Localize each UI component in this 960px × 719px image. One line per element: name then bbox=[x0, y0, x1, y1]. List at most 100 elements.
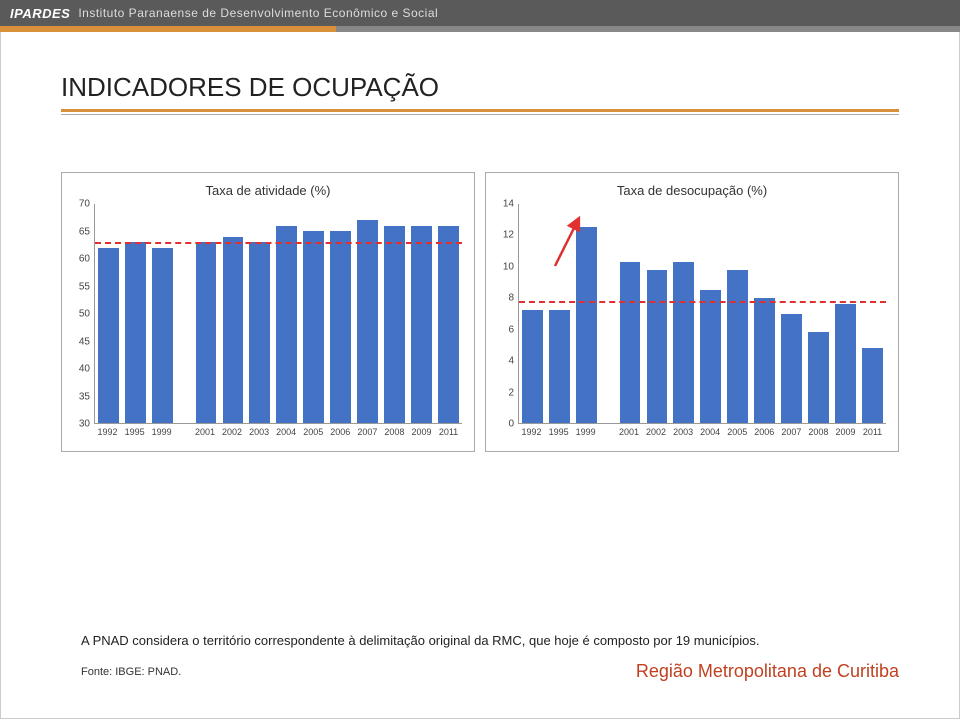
bar-slot bbox=[600, 204, 616, 423]
bar-slot bbox=[697, 204, 724, 423]
bar-slot bbox=[122, 204, 149, 423]
y-tick-label: 2 bbox=[494, 387, 514, 398]
bar bbox=[249, 242, 269, 423]
x-tick-label: 2011 bbox=[859, 424, 886, 437]
x-tick-label: 2003 bbox=[670, 424, 697, 437]
bar bbox=[196, 242, 216, 423]
bar bbox=[522, 310, 542, 423]
bar bbox=[549, 310, 569, 423]
y-tick-label: 70 bbox=[70, 199, 90, 210]
source-text: Fonte: IBGE: PNAD. bbox=[81, 666, 181, 678]
bar bbox=[384, 226, 404, 423]
plot-area bbox=[94, 204, 462, 424]
bar bbox=[700, 290, 720, 423]
bar bbox=[223, 237, 243, 423]
x-tick-label: 2011 bbox=[435, 424, 462, 437]
bar bbox=[808, 332, 828, 423]
chart-right-plot: 02468101214 bbox=[518, 204, 886, 424]
bar bbox=[620, 262, 640, 423]
y-tick-label: 14 bbox=[494, 199, 514, 210]
bar bbox=[647, 270, 667, 423]
reference-line bbox=[95, 242, 462, 244]
bar-slot bbox=[273, 204, 300, 423]
x-tick-label: 2007 bbox=[354, 424, 381, 437]
bar-slot bbox=[616, 204, 643, 423]
x-tick-label: 2001 bbox=[615, 424, 642, 437]
bar-slot bbox=[751, 204, 778, 423]
header-subtitle: Instituto Paranaense de Desenvolvimento … bbox=[78, 6, 438, 20]
bar-slot bbox=[381, 204, 408, 423]
x-tick-label: 2002 bbox=[218, 424, 245, 437]
charts-row: Taxa de atividade (%) 303540455055606570… bbox=[61, 172, 899, 452]
region-text: Região Metropolitana de Curitiba bbox=[636, 661, 899, 682]
x-axis-labels: 1992199519992001200220032004200520062007… bbox=[94, 424, 462, 437]
x-tick-label: 1992 bbox=[518, 424, 545, 437]
y-tick-label: 50 bbox=[70, 309, 90, 320]
plot-area bbox=[518, 204, 886, 424]
y-tick-label: 30 bbox=[70, 419, 90, 430]
y-tick-label: 60 bbox=[70, 254, 90, 265]
bar bbox=[673, 262, 693, 423]
x-tick-label: 2009 bbox=[408, 424, 435, 437]
x-tick-label: 1999 bbox=[148, 424, 175, 437]
bar-slot bbox=[354, 204, 381, 423]
bar-slot bbox=[778, 204, 805, 423]
bar bbox=[781, 314, 801, 424]
y-tick-label: 55 bbox=[70, 281, 90, 292]
bar bbox=[303, 231, 323, 423]
page-title: INDICADORES DE OCUPAÇÃO bbox=[61, 72, 899, 109]
reference-line bbox=[519, 301, 886, 303]
x-tick-label: 2005 bbox=[300, 424, 327, 437]
bar-slot bbox=[95, 204, 122, 423]
bar-slot bbox=[435, 204, 462, 423]
y-tick-label: 6 bbox=[494, 324, 514, 335]
bar-slot bbox=[327, 204, 354, 423]
x-tick-label: 2001 bbox=[191, 424, 218, 437]
x-tick-label: 2006 bbox=[327, 424, 354, 437]
chart-right: Taxa de desocupação (%) 02468101214 bbox=[485, 172, 899, 452]
y-tick-label: 8 bbox=[494, 293, 514, 304]
bar bbox=[276, 226, 296, 423]
y-tick-label: 12 bbox=[494, 230, 514, 241]
x-tick-label: 2008 bbox=[381, 424, 408, 437]
bar-slot bbox=[219, 204, 246, 423]
x-tick-label: 1992 bbox=[94, 424, 121, 437]
bar bbox=[98, 248, 118, 423]
x-axis-labels: 1992199519992001200220032004200520062007… bbox=[518, 424, 886, 437]
bar-slot bbox=[519, 204, 546, 423]
bar-slot bbox=[805, 204, 832, 423]
bar-slot bbox=[832, 204, 859, 423]
bar-slot bbox=[192, 204, 219, 423]
x-tick-label bbox=[175, 424, 191, 437]
footnote-text: A PNAD considera o território correspond… bbox=[81, 633, 899, 648]
bar bbox=[411, 226, 431, 423]
bar-slot bbox=[149, 204, 176, 423]
x-tick-label: 2004 bbox=[697, 424, 724, 437]
bar bbox=[125, 242, 145, 423]
x-tick-label: 2009 bbox=[832, 424, 859, 437]
chart-left: Taxa de atividade (%) 303540455055606570… bbox=[61, 172, 475, 452]
bar-slot bbox=[246, 204, 273, 423]
slide-body: INDICADORES DE OCUPAÇÃO Taxa de atividad… bbox=[0, 32, 960, 719]
x-tick-label: 2003 bbox=[246, 424, 273, 437]
y-tick-label: 65 bbox=[70, 226, 90, 237]
x-tick-label: 2008 bbox=[805, 424, 832, 437]
y-tick-label: 10 bbox=[494, 261, 514, 272]
y-tick-label: 45 bbox=[70, 336, 90, 347]
y-tick-label: 4 bbox=[494, 356, 514, 367]
bar bbox=[438, 226, 458, 423]
y-tick-label: 35 bbox=[70, 391, 90, 402]
logo-text: IPARDES bbox=[10, 6, 70, 21]
x-tick-label: 2006 bbox=[751, 424, 778, 437]
x-tick-label: 2005 bbox=[724, 424, 751, 437]
bar-slot bbox=[300, 204, 327, 423]
chart-left-title: Taxa de atividade (%) bbox=[70, 183, 466, 198]
bar-slot bbox=[670, 204, 697, 423]
bar bbox=[754, 298, 774, 423]
chart-left-plot: 303540455055606570 bbox=[94, 204, 462, 424]
x-tick-label: 2007 bbox=[778, 424, 805, 437]
y-tick-label: 0 bbox=[494, 419, 514, 430]
y-tick-label: 40 bbox=[70, 364, 90, 375]
x-tick-label: 2002 bbox=[642, 424, 669, 437]
title-block: INDICADORES DE OCUPAÇÃO bbox=[61, 72, 899, 112]
